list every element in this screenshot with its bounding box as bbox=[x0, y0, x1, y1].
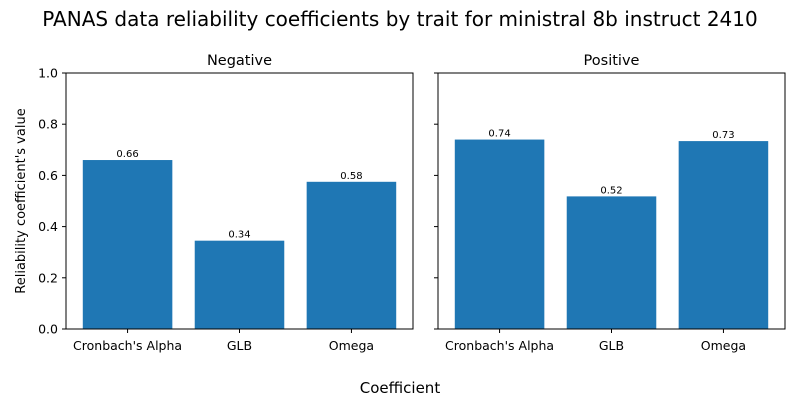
y-tick-label: 1.0 bbox=[38, 66, 58, 81]
x-tick-label: Cronbach's Alpha bbox=[445, 338, 554, 353]
bar-cronbach-s-alpha bbox=[82, 160, 173, 329]
data-label: 0.52 bbox=[600, 185, 622, 196]
x-axis-label: Coefficient bbox=[360, 379, 441, 397]
bar-cronbach-s-alpha bbox=[454, 139, 545, 329]
axes-frame bbox=[65, 72, 414, 330]
bar-omega bbox=[678, 141, 769, 329]
panel-negative: Negative 0.66 Cronbach's Alpha 0.34 GLB 0.58 O… bbox=[38, 53, 414, 353]
x-tick-label: GLB bbox=[599, 338, 624, 353]
panel-positive: Positive 0.74 Cronbach's Alpha 0.52 GLB 0.73 O… bbox=[434, 53, 786, 353]
x-tick-label: Omega bbox=[701, 338, 746, 353]
x-tick-label: GLB bbox=[227, 338, 252, 353]
y-tick-label: 0.4 bbox=[38, 219, 58, 234]
x-tick-label: Omega bbox=[329, 338, 374, 353]
bar-glb bbox=[194, 240, 285, 329]
data-label: 0.34 bbox=[228, 230, 250, 241]
bar-omega bbox=[306, 181, 397, 329]
bar-glb bbox=[566, 196, 657, 329]
data-label: 0.66 bbox=[116, 149, 138, 160]
panel-title: Negative bbox=[207, 53, 272, 69]
x-tick-label: Cronbach's Alpha bbox=[73, 338, 182, 353]
y-tick-label: 0.0 bbox=[38, 322, 58, 337]
data-label: 0.58 bbox=[340, 171, 362, 182]
figure-title: PANAS data reliability coefficients by t… bbox=[42, 7, 757, 31]
data-label: 0.74 bbox=[488, 129, 510, 140]
panels: Negative 0.66 Cronbach's Alpha 0.34 GLB 0.58 O… bbox=[38, 53, 786, 353]
y-tick-label: 0.2 bbox=[38, 270, 58, 285]
y-tick-label: 0.8 bbox=[38, 117, 58, 132]
axes-frame bbox=[437, 72, 786, 330]
panel-title: Positive bbox=[584, 53, 640, 69]
y-axis-label: Reliability coefficient's value bbox=[14, 108, 29, 293]
data-label: 0.73 bbox=[712, 130, 734, 141]
y-tick-label: 0.6 bbox=[38, 168, 58, 183]
